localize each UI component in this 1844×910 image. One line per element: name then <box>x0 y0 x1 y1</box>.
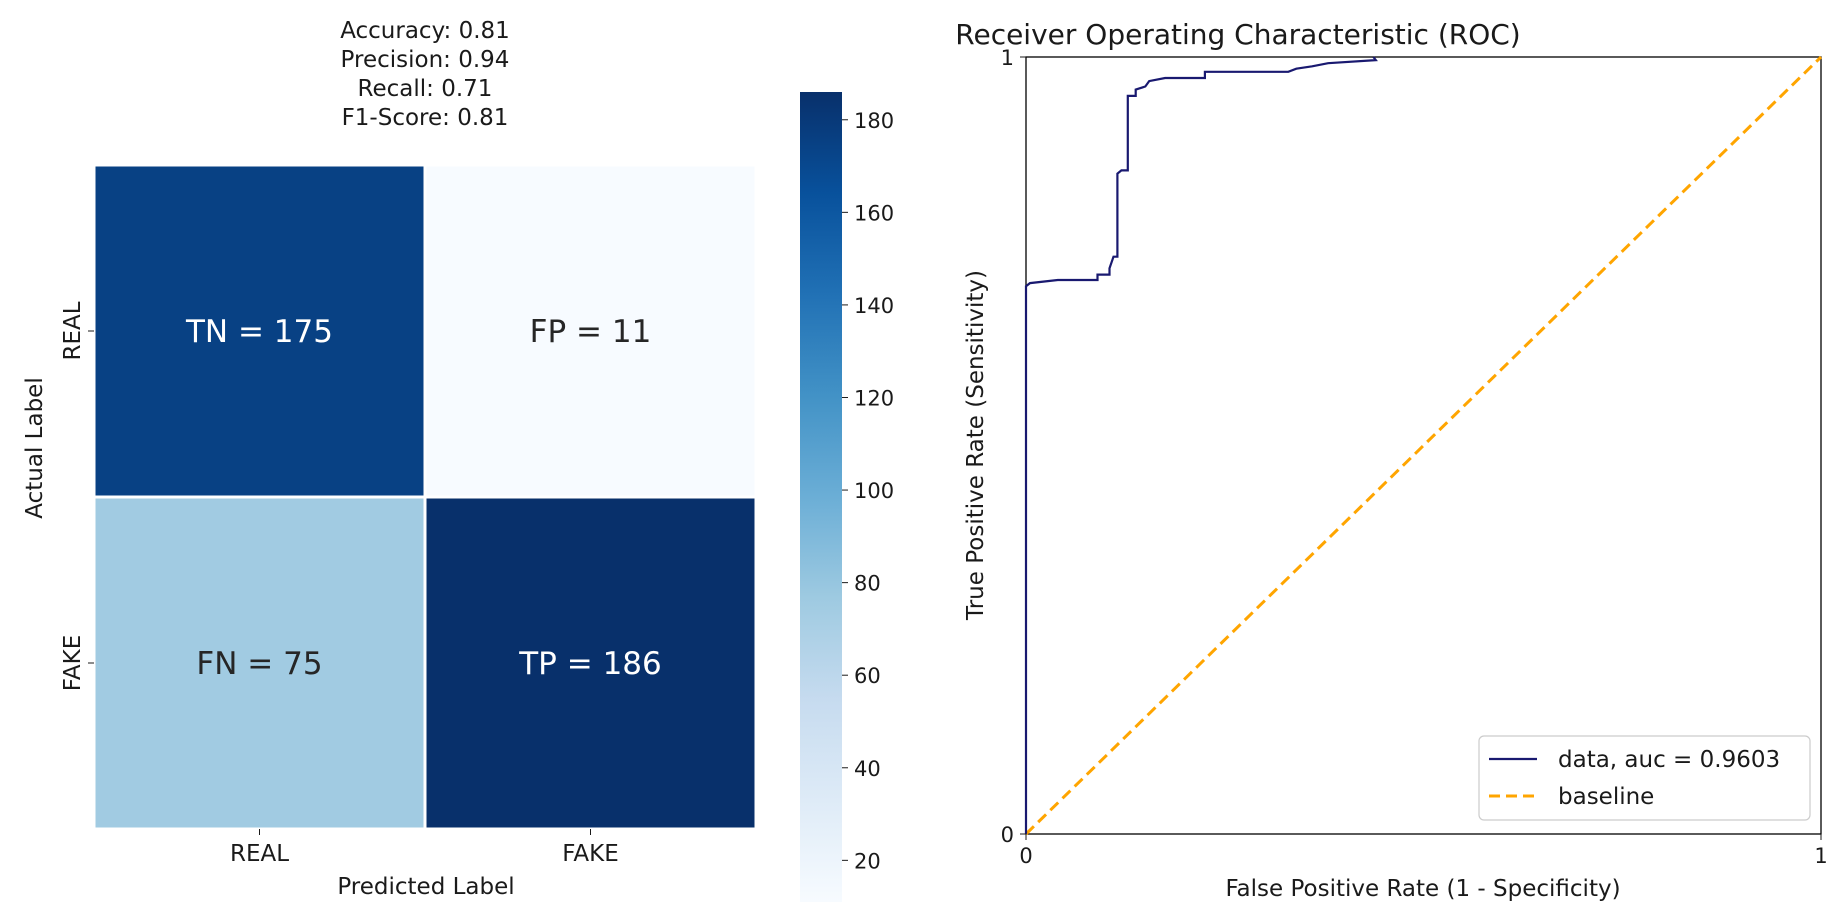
confusion-matrix-cells: TN = 175 FP = 11 FN = 75 TP = 186 <box>92 163 758 831</box>
colorbar-tick-label: 100 <box>854 479 894 503</box>
legend-box <box>1478 735 1811 821</box>
confusion-matrix-panel: Accuracy: 0.81 Precision: 0.94 Recall: 0.7… <box>22 18 758 900</box>
colorbar-tick-label: 60 <box>854 664 881 688</box>
cm-y-axis-label: Actual Label <box>22 377 48 518</box>
colorbar-tick-label: 160 <box>854 201 894 225</box>
colorbar-gradient <box>800 92 842 902</box>
confusion-matrix-ticks: REAL FAKE REAL FAKE <box>60 301 619 867</box>
roc-curve-line <box>1024 56 1378 834</box>
roc-legend: data, auc = 0.9603 baseline <box>1478 735 1811 821</box>
metric-line: Recall: 0.71 <box>358 76 493 102</box>
heatmap-cell <box>423 163 758 499</box>
heatmap-cell <box>423 495 758 831</box>
colorbar-tick-label: 180 <box>854 109 894 133</box>
roc-y-axis-label: True Positive Rate (Sensitivity) <box>963 270 989 621</box>
colorbar-ticks: 20 40 60 80 100 120 140 160 180 <box>842 109 894 873</box>
confusion-matrix-metrics: Accuracy: 0.81 Precision: 0.94 Recall: 0.7… <box>340 18 510 131</box>
heatmap-cell <box>92 163 427 499</box>
roc-y-tick-label: 0 <box>1001 823 1014 847</box>
colorbar: 20 40 60 80 100 120 140 160 180 <box>800 92 894 902</box>
roc-ticks: 0 1 0 1 <box>1001 46 1828 868</box>
colorbar-tick-label: 40 <box>854 757 881 781</box>
cm-x-axis-label: Predicted Label <box>337 874 514 900</box>
colorbar-tick-label: 140 <box>854 294 894 318</box>
cell-label: TN = 175 <box>185 314 333 350</box>
roc-y-tick-label: 1 <box>1001 46 1014 70</box>
roc-lines <box>1024 55 1823 836</box>
metric-line: Precision: 0.94 <box>341 47 510 73</box>
colorbar-tick-label: 20 <box>854 849 881 873</box>
roc-x-tick-label: 1 <box>1814 844 1827 868</box>
legend-label: data, auc = 0.9603 <box>1558 747 1780 773</box>
y-tick-label: REAL <box>60 301 86 360</box>
x-tick-label: REAL <box>230 841 289 867</box>
cell-label: FN = 75 <box>196 646 322 682</box>
cell-label: FP = 11 <box>530 314 652 350</box>
x-tick-label: FAKE <box>562 841 618 867</box>
roc-x-axis-label: False Positive Rate (1 - Specificity) <box>1225 876 1620 902</box>
colorbar-tick-label: 80 <box>854 572 881 596</box>
baseline-line <box>1024 55 1823 836</box>
roc-x-tick-label: 0 <box>1019 844 1032 868</box>
legend-label: baseline <box>1558 784 1654 810</box>
metric-line: Accuracy: 0.81 <box>340 18 510 44</box>
metric-line: F1-Score: 0.81 <box>342 105 509 131</box>
heatmap-cell <box>92 495 427 831</box>
cell-label: TP = 186 <box>518 646 661 682</box>
y-tick-label: FAKE <box>60 635 86 691</box>
roc-panel: Receiver Operating Characteristic (ROC) … <box>955 18 1827 902</box>
colorbar-tick-label: 120 <box>854 386 894 410</box>
roc-title: Receiver Operating Characteristic (ROC) <box>955 18 1520 51</box>
